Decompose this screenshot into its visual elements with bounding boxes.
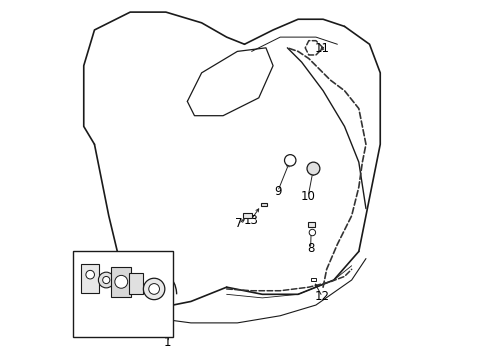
Text: 2: 2 bbox=[84, 263, 92, 276]
Text: 1: 1 bbox=[163, 336, 171, 349]
Bar bbox=[261, 203, 266, 206]
Text: 4: 4 bbox=[116, 275, 123, 288]
Circle shape bbox=[148, 284, 159, 294]
Circle shape bbox=[284, 155, 295, 166]
Bar bbox=[111, 267, 131, 297]
Text: 8: 8 bbox=[306, 242, 314, 255]
Bar bbox=[310, 278, 315, 282]
Bar bbox=[129, 273, 143, 294]
Text: 6: 6 bbox=[151, 287, 159, 300]
Text: 10: 10 bbox=[300, 190, 315, 203]
Circle shape bbox=[306, 162, 319, 175]
Circle shape bbox=[102, 276, 110, 284]
Bar bbox=[307, 222, 314, 227]
Bar bbox=[243, 212, 251, 218]
Text: 13: 13 bbox=[243, 213, 258, 226]
Text: 11: 11 bbox=[314, 42, 329, 55]
Text: 3: 3 bbox=[102, 265, 109, 278]
Circle shape bbox=[115, 275, 127, 288]
Text: 9: 9 bbox=[273, 185, 281, 198]
Bar bbox=[81, 264, 99, 293]
Text: 7: 7 bbox=[234, 217, 242, 230]
Circle shape bbox=[86, 270, 94, 279]
Text: 12: 12 bbox=[314, 290, 329, 303]
Circle shape bbox=[308, 229, 315, 236]
Circle shape bbox=[143, 278, 164, 300]
FancyBboxPatch shape bbox=[73, 251, 173, 337]
Text: 5: 5 bbox=[133, 281, 141, 294]
Circle shape bbox=[98, 272, 114, 288]
